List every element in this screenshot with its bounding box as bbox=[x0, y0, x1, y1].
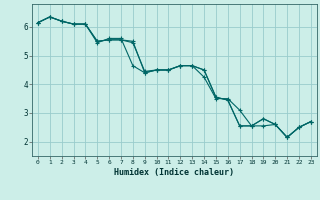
X-axis label: Humidex (Indice chaleur): Humidex (Indice chaleur) bbox=[115, 168, 234, 177]
